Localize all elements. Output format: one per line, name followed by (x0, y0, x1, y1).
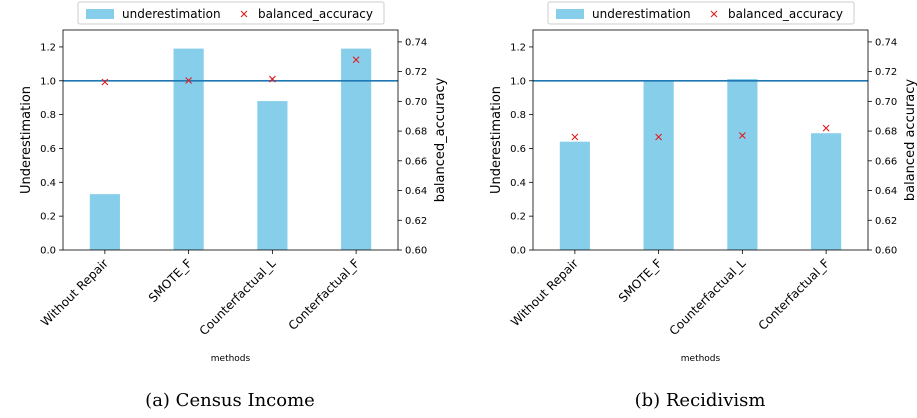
bar-conterfactual-f (341, 48, 372, 250)
right-tick-label: 0.74 (405, 37, 427, 48)
legend-box (77, 1, 385, 25)
right-tick-label: 0.74 (875, 37, 897, 48)
right-tick-label: 0.68 (405, 127, 427, 138)
y-axis-label: Underestimation (489, 86, 504, 194)
x-tick-label: Without Repair (38, 256, 111, 329)
left-tick-label: 1.2 (510, 42, 526, 53)
legend-box (547, 1, 855, 25)
left-tick-label: 0.2 (510, 212, 526, 223)
x-axis-label: methods (211, 354, 251, 364)
x-tick-label: Counterfactual_L (667, 256, 749, 338)
bar-conterfactual-f (811, 133, 842, 250)
plot-frame (62, 29, 399, 251)
bar-without-repair (559, 141, 590, 250)
legend-bar-swatch (556, 9, 584, 19)
left-tick-label: 0.8 (40, 110, 56, 121)
marker-conterfactual-f (822, 124, 830, 132)
right-tick-label: 0.60 (875, 246, 897, 257)
right-tick-label: 0.64 (405, 186, 427, 197)
bar-smote-f (173, 48, 204, 250)
legend-label-balanced-accuracy: balanced_accuracy (728, 7, 843, 21)
right-tick-label: 0.66 (875, 156, 897, 167)
figure-caption: (b) Recidivism (635, 390, 766, 411)
legend-marker-swatch (240, 10, 248, 18)
left-tick-label: 0.6 (40, 144, 56, 155)
x-tick-label: Conterfactual_F (286, 256, 363, 333)
bar-smote-f (643, 80, 674, 251)
marker-counterfactual-l (268, 75, 276, 83)
x-tick-label: Counterfactual_L (197, 256, 279, 338)
right-tick-label: 0.72 (875, 67, 897, 78)
bar-counterfactual-l (257, 101, 288, 250)
left-tick-label: 0.0 (510, 246, 526, 257)
bar-without-repair (89, 194, 120, 250)
right-tick-label: 0.70 (875, 97, 897, 108)
marker-smote-f (185, 77, 193, 84)
legend-bar-swatch (86, 9, 114, 19)
left-tick-label: 0.4 (510, 178, 526, 189)
marker-without-repair (101, 78, 109, 86)
left-tick-label: 0.8 (510, 110, 526, 121)
left-tick-label: 0.6 (510, 144, 526, 155)
x-tick-label: SMOTE_F (616, 256, 665, 305)
y-axis-label: Underestimation (19, 86, 34, 194)
legend-label-underestimation: underestimation (122, 7, 221, 21)
right-tick-label: 0.62 (875, 216, 897, 227)
marker-without-repair (571, 133, 579, 141)
marker-smote-f (655, 133, 663, 141)
figure-caption: (a) Census Income (145, 390, 315, 411)
legend: underestimation balanced_accuracy (77, 1, 385, 25)
y2-axis-label: balanced_accuracy (433, 77, 448, 202)
right-tick-label: 0.68 (875, 127, 897, 138)
legend: underestimation balanced_accuracy (547, 1, 855, 25)
right-tick-label: 0.60 (405, 246, 427, 257)
legend-label-underestimation: underestimation (592, 7, 691, 21)
marker-conterfactual-f (352, 56, 360, 64)
bar-counterfactual-l (727, 79, 758, 250)
x-axis-label: methods (681, 354, 721, 364)
chart-panel-2: 0.0 0.2 0.4 0.6 0.8 1.0 1.2 0.60 0.62 0.64 0.66 0.6… (489, 1, 917, 411)
left-tick-label: 0.2 (40, 212, 56, 223)
left-tick-label: 0.4 (40, 178, 56, 189)
right-tick-label: 0.72 (405, 67, 427, 78)
right-tick-label: 0.64 (875, 186, 897, 197)
left-tick-label: 1.0 (40, 76, 56, 87)
marker-counterfactual-l (738, 132, 746, 139)
chart-panel-1: 0.0 0.2 0.4 0.6 0.8 1.0 1.2 0.60 0.62 0.64 0.66 0.6… (19, 1, 448, 411)
left-tick-label: 1.2 (40, 42, 56, 53)
plot-frame (532, 29, 869, 251)
right-tick-label: 0.62 (405, 216, 427, 227)
left-tick-label: 1.0 (510, 76, 526, 87)
y2-axis-label: balanced accuracy (903, 79, 917, 202)
x-tick-label: Conterfactual_F (756, 256, 833, 333)
left-tick-label: 0.0 (40, 246, 56, 257)
x-tick-label: Without Repair (508, 256, 581, 329)
legend-marker-swatch (710, 10, 718, 18)
right-tick-label: 0.70 (405, 97, 427, 108)
right-tick-label: 0.66 (405, 156, 427, 167)
x-tick-label: SMOTE_F (146, 256, 195, 305)
legend-label-balanced-accuracy: balanced_accuracy (258, 7, 373, 21)
